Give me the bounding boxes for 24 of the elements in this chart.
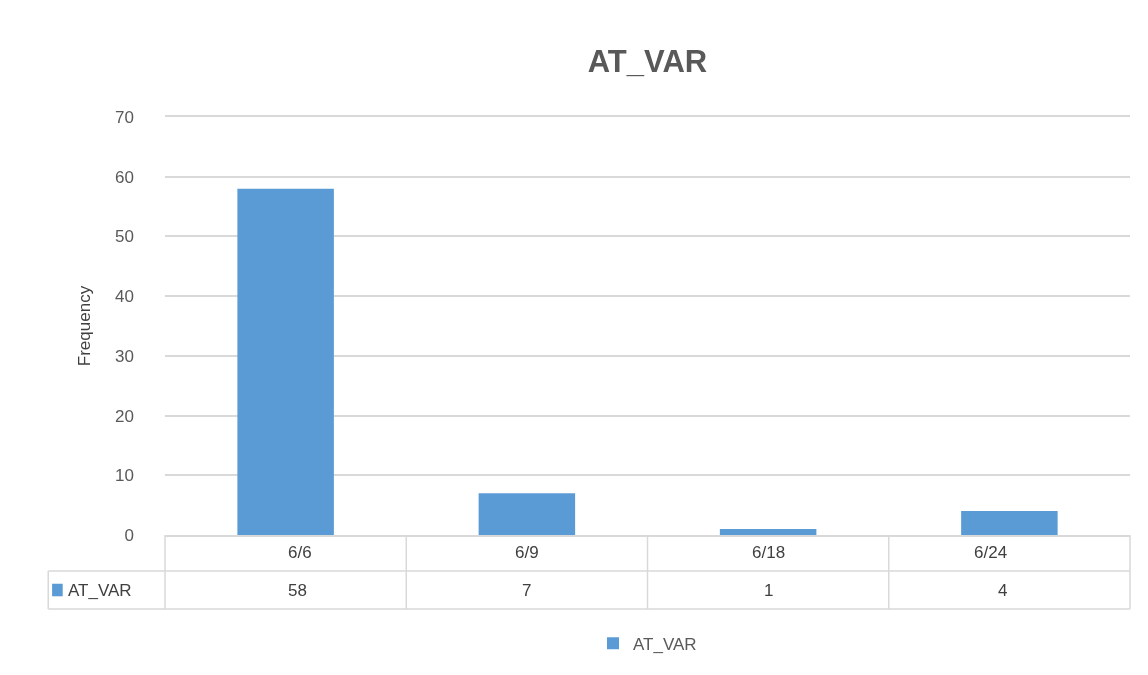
y-tick-label: 60 [115,167,134,187]
legend-label: AT_VAR [633,634,697,654]
y-tick-label: 50 [115,227,134,247]
y-tick-label: 20 [115,406,134,426]
x-tick-label: 6/24 [974,543,1008,562]
bar [478,493,576,535]
x-tick-label: 6/9 [515,543,539,562]
x-tick-label: 6/18 [752,543,786,562]
data-label: 4 [998,581,1008,600]
data-label: 7 [522,581,532,600]
y-tick-label: 10 [115,466,134,486]
y-tick-label: 70 [115,107,134,127]
bar [719,529,817,535]
x-tick-label: 6/6 [288,543,312,562]
bar [237,188,334,535]
text: AT_VAR [68,581,132,600]
y-tick-label: 30 [115,346,134,366]
data-label: 1 [764,581,774,600]
y-tick-label: 0 [124,525,134,545]
data-label: 58 [288,581,307,600]
y-tick-label: 40 [115,287,134,307]
bar [961,511,1058,535]
y-axis-title: Frequency [74,285,94,367]
chart-title: AT_VAR [587,43,708,79]
